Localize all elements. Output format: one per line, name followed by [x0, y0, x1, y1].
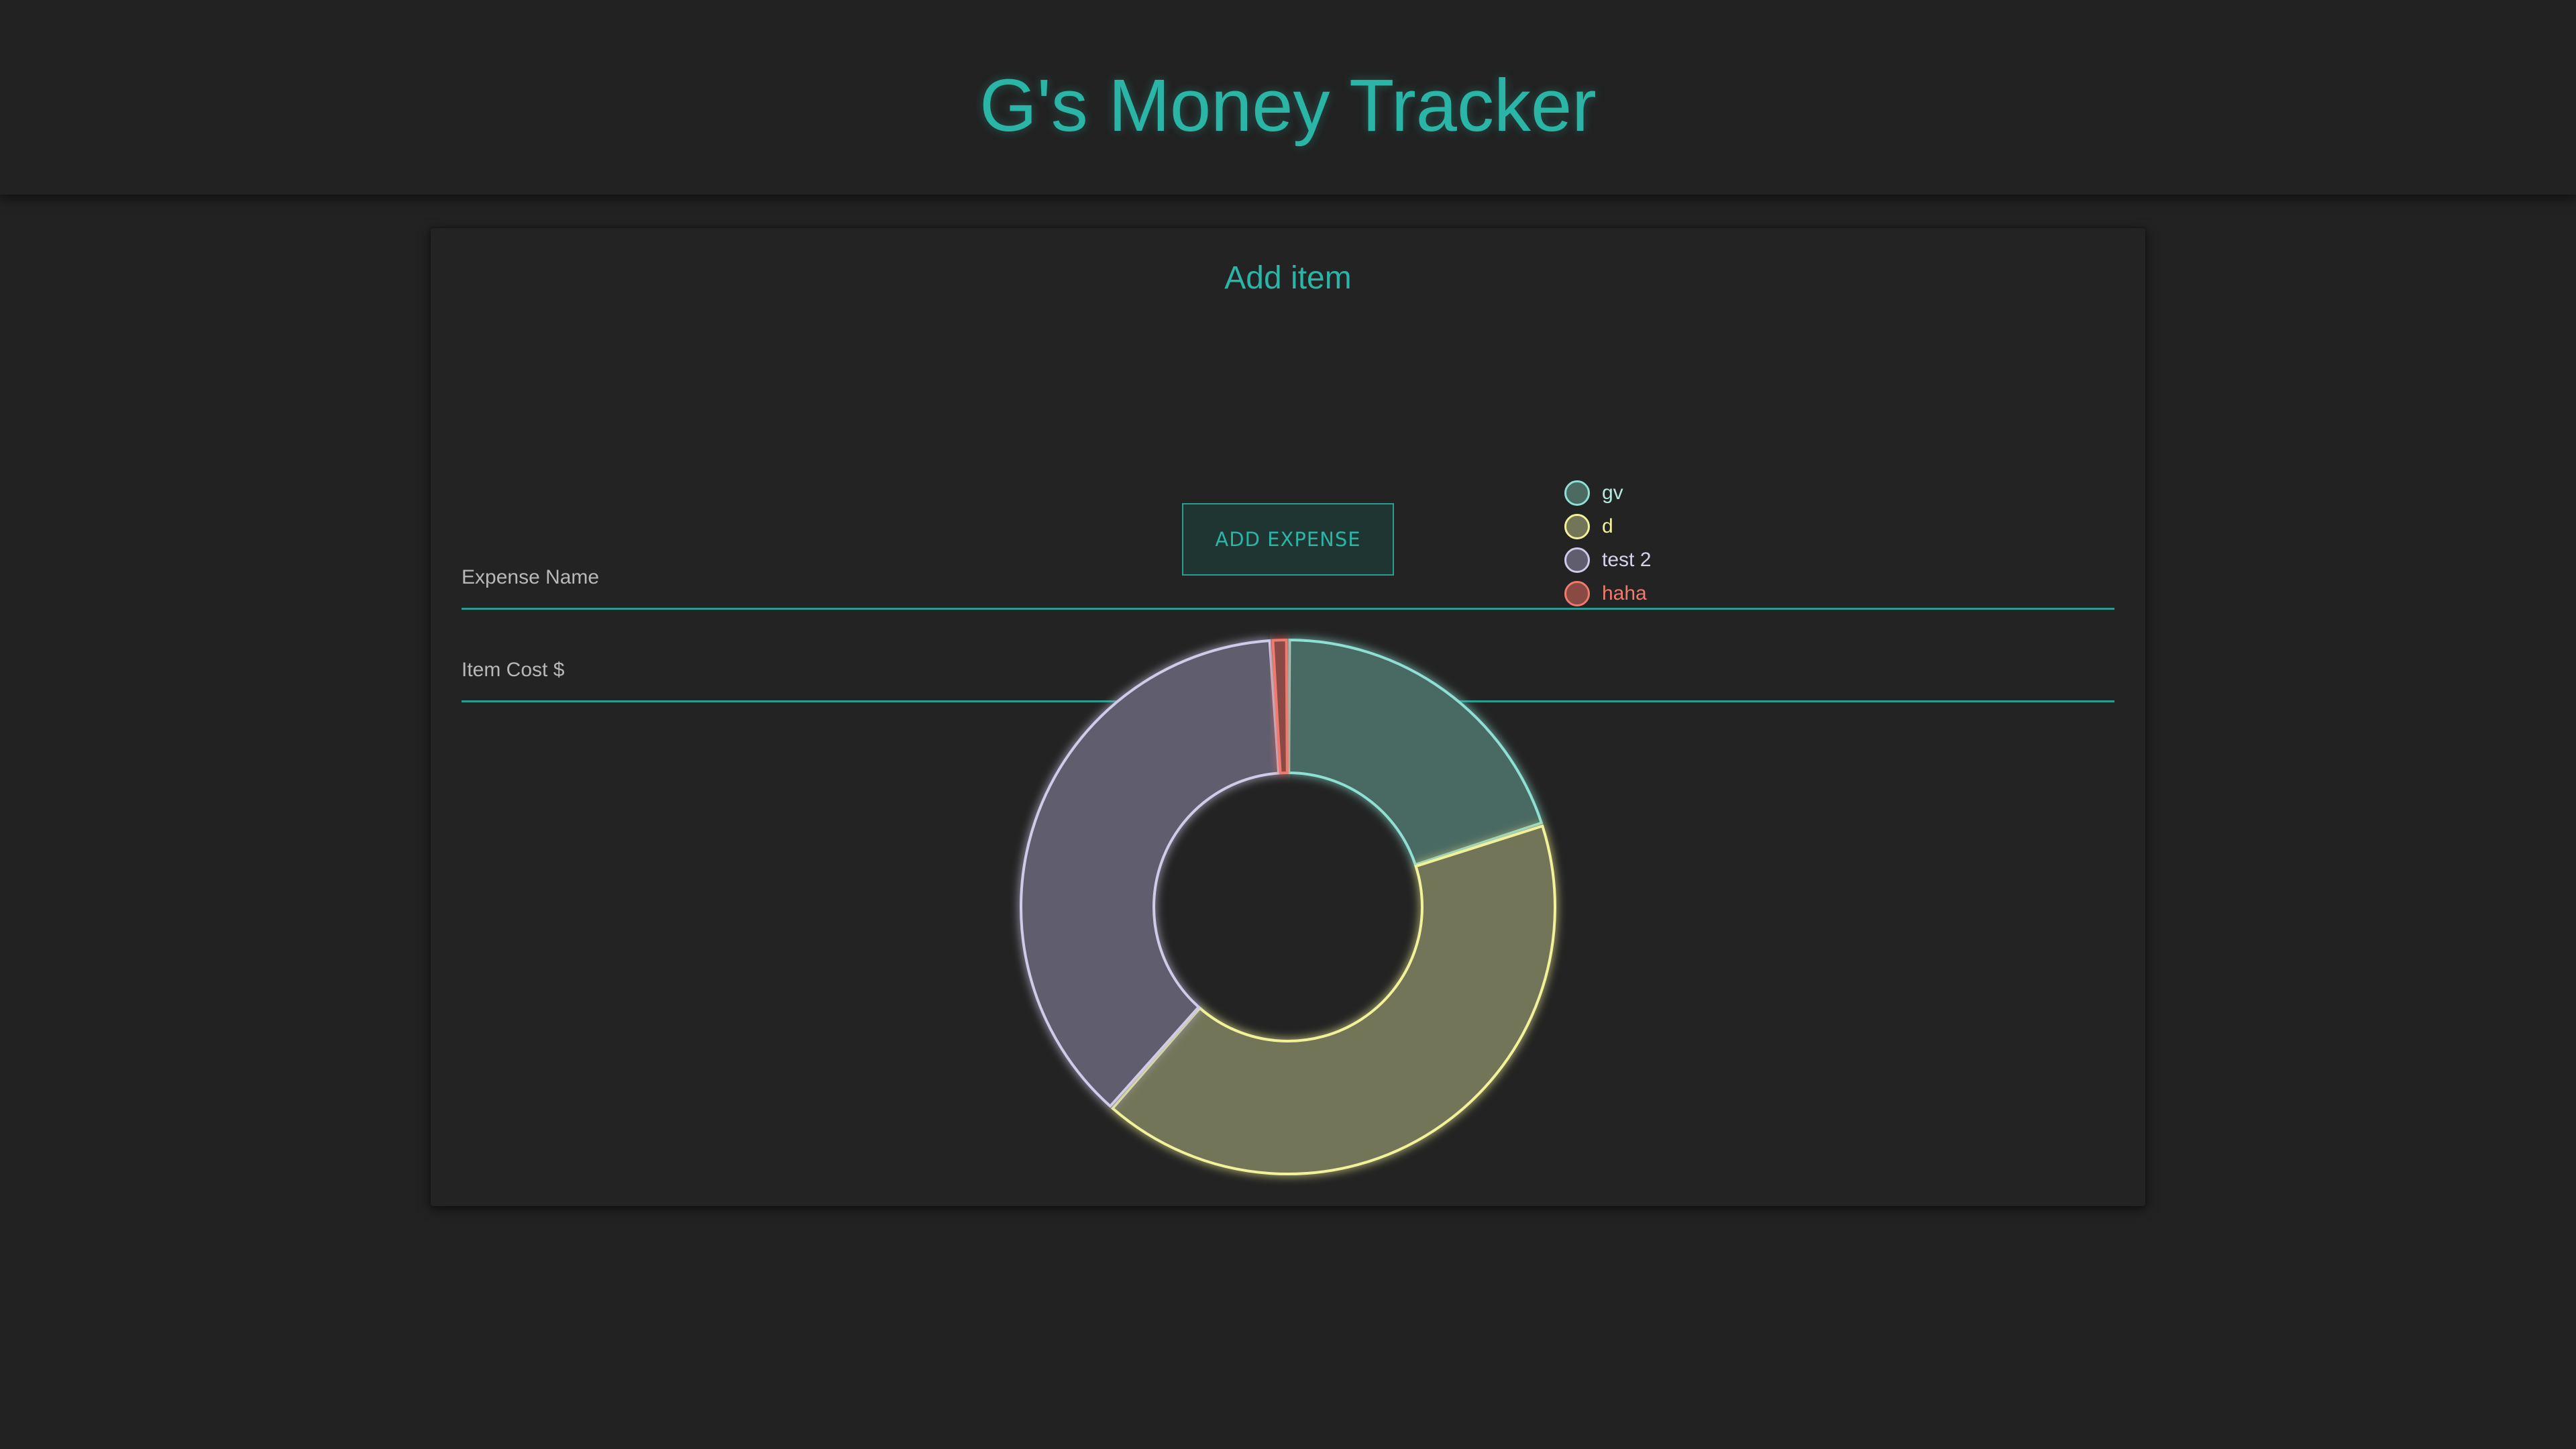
legend-label: gv [1602, 482, 1623, 504]
add-item-title: Add item [1224, 260, 1352, 296]
expense-doughnut-chart [1020, 638, 1556, 1175]
legend-label: haha [1602, 582, 1647, 604]
app-title: G's Money Tracker [979, 64, 1597, 147]
legend-label: test 2 [1602, 549, 1652, 571]
chart-legend: gv d test 2 haha [1564, 476, 1739, 610]
legend-swatch [1564, 581, 1590, 606]
legend-item-d[interactable]: d [1564, 510, 1739, 543]
app-header: G's Money Tracker [0, 0, 2576, 195]
legend-swatch [1564, 480, 1590, 506]
legend-label: d [1602, 515, 1613, 537]
chart-slice-test-2[interactable] [1020, 639, 1281, 1108]
legend-item-gv[interactable]: gv [1564, 476, 1739, 510]
legend-item-test-2[interactable]: test 2 [1564, 543, 1739, 577]
legend-item-haha[interactable]: haha [1564, 577, 1739, 610]
chart-slice-haha[interactable] [1271, 638, 1289, 775]
add-expense-button[interactable]: ADD EXPENSE [1182, 503, 1394, 576]
chart-slice-d[interactable] [1110, 824, 1556, 1175]
legend-swatch [1564, 547, 1590, 573]
chart-slice-gv[interactable] [1287, 638, 1544, 867]
add-item-card: Add item ADD EXPENSE gv d test 2 haha [431, 228, 2145, 1206]
legend-swatch [1564, 514, 1590, 539]
